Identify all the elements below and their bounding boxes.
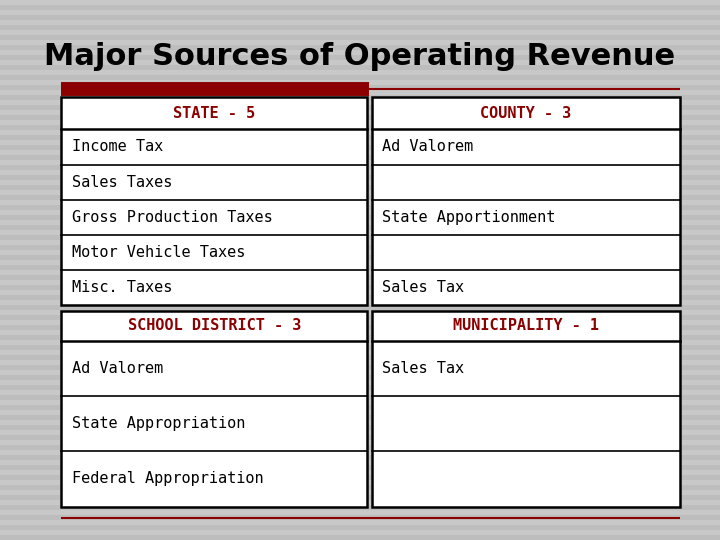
Text: Gross Production Taxes: Gross Production Taxes	[72, 210, 273, 225]
Bar	[0, 365, 720, 370]
Bar	[0, 185, 720, 190]
Bar	[0, 285, 720, 290]
Bar	[0, 455, 720, 460]
Bar	[0, 225, 720, 230]
Text: STATE - 5: STATE - 5	[173, 106, 256, 121]
Bar	[0, 45, 720, 50]
Bar	[372, 310, 680, 507]
Bar	[0, 375, 720, 380]
Bar	[0, 195, 720, 200]
Bar	[0, 125, 720, 130]
Text: Motor Vehicle Taxes: Motor Vehicle Taxes	[72, 245, 246, 260]
Text: Sales Taxes: Sales Taxes	[72, 174, 172, 190]
Text: State Apportionment: State Apportionment	[382, 210, 556, 225]
Bar	[0, 315, 720, 320]
Text: COUNTY - 3: COUNTY - 3	[480, 106, 572, 121]
Text: SCHOOL DISTRICT - 3: SCHOOL DISTRICT - 3	[127, 318, 301, 333]
Bar	[0, 345, 720, 350]
Bar	[0, 25, 720, 30]
Bar	[0, 145, 720, 150]
Bar	[372, 97, 680, 305]
Text: Federal Appropriation: Federal Appropriation	[72, 471, 264, 487]
Bar	[0, 515, 720, 520]
Bar	[0, 535, 720, 540]
Bar	[0, 445, 720, 450]
Bar	[0, 105, 720, 110]
Text: Major Sources of Operating Revenue: Major Sources of Operating Revenue	[45, 42, 675, 71]
Bar	[0, 465, 720, 470]
Bar	[0, 505, 720, 510]
Bar	[0, 135, 720, 140]
Bar	[0, 165, 720, 170]
Text: Sales Tax: Sales Tax	[382, 280, 464, 295]
Bar	[0, 155, 720, 160]
Bar	[0, 265, 720, 270]
Bar	[0, 525, 720, 530]
Bar	[61, 97, 367, 305]
Bar	[0, 335, 720, 340]
Bar	[0, 385, 720, 390]
Text: Misc. Taxes: Misc. Taxes	[72, 280, 172, 295]
Bar	[0, 425, 720, 430]
Bar	[0, 325, 720, 330]
Bar	[0, 85, 720, 90]
Bar	[0, 275, 720, 280]
Bar	[0, 395, 720, 400]
Bar	[0, 55, 720, 60]
Bar	[0, 95, 720, 100]
Bar	[0, 245, 720, 250]
Bar	[0, 35, 720, 40]
Text: Sales Tax: Sales Tax	[382, 361, 464, 376]
Bar	[0, 75, 720, 80]
Bar	[0, 305, 720, 310]
Bar	[0, 15, 720, 20]
Text: Ad Valorem: Ad Valorem	[382, 139, 474, 154]
Bar	[0, 175, 720, 180]
Bar	[0, 115, 720, 120]
Text: MUNICIPALITY - 1: MUNICIPALITY - 1	[453, 318, 599, 333]
Bar	[61, 310, 367, 507]
Bar	[0, 235, 720, 240]
Bar	[0, 405, 720, 410]
Text: Ad Valorem: Ad Valorem	[72, 361, 163, 376]
Bar	[0, 475, 720, 480]
Text: Income Tax: Income Tax	[72, 139, 163, 154]
Bar	[0, 435, 720, 440]
Text: State Appropriation: State Appropriation	[72, 416, 246, 431]
Bar	[0, 5, 720, 10]
Bar	[0, 65, 720, 70]
Bar	[0, 415, 720, 420]
Bar	[0, 215, 720, 220]
Bar	[0, 355, 720, 360]
Bar	[0, 295, 720, 300]
Bar	[0, 495, 720, 500]
Bar	[0, 255, 720, 260]
Bar	[0, 485, 720, 490]
Bar	[0, 205, 720, 210]
